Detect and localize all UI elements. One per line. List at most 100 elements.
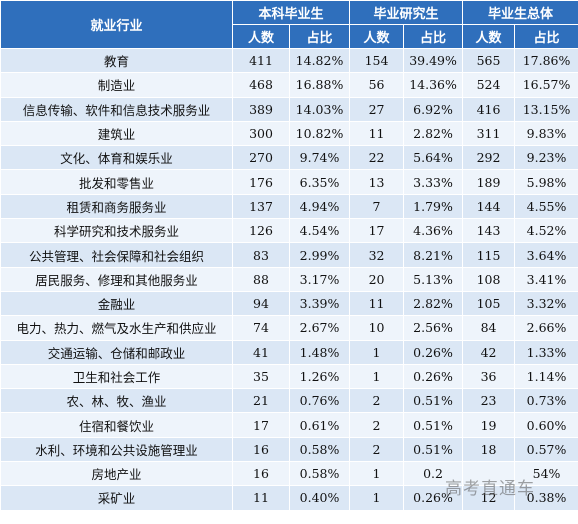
postgrad-count-cell: 10 xyxy=(349,315,405,341)
overall-share-cell: 16.57% xyxy=(514,72,578,98)
undergrad-share-cell: 1.48% xyxy=(288,339,351,365)
table-row: 科学研究和技术服务业 126 4.54% 17 4.36% 143 4.52% xyxy=(0,218,578,244)
undergrad-count-cell: 88 xyxy=(232,266,290,292)
undergrad-count-cell: 17 xyxy=(232,412,290,438)
undergrad-count-cell: 94 xyxy=(232,290,290,317)
industry-name: 文化、体育和娱乐业 xyxy=(0,145,233,171)
overall-share-cell: 3.32% xyxy=(514,290,578,317)
postgrad-share-cell: 4.36% xyxy=(403,218,464,244)
table-row: 金融业 94 3.39% 11 2.82% 105 3.32% xyxy=(0,290,578,317)
undergrad-count-cell: 74 xyxy=(232,315,290,341)
overall-count-cell: 311 xyxy=(462,120,516,147)
overall-share-cell: 0.57% xyxy=(514,436,578,463)
postgrad-share-cell: 0.26% xyxy=(403,363,464,390)
table-row: 居民服务、修理和其他服务业 88 3.17% 20 5.13% 108 3.41% xyxy=(0,266,578,292)
table-row: 住宿和餐饮业 17 0.61% 2 0.51% 19 0.60% xyxy=(0,412,578,438)
industry-name: 住宿和餐饮业 xyxy=(0,412,233,438)
postgrad-share-cell: 0.51% xyxy=(403,388,464,414)
table-row: 批发和零售业 176 6.35% 13 3.33% 189 5.98% xyxy=(0,169,578,195)
overall-share-cell: 5.98% xyxy=(514,169,578,195)
postgrad-share-cell: 0.26% xyxy=(403,339,464,365)
postgrad-count-cell: 11 xyxy=(349,120,405,147)
undergrad-share-cell: 0.58% xyxy=(288,461,351,487)
overall-count-cell: 19 xyxy=(462,412,516,438)
overall-count-cell: 189 xyxy=(462,169,516,195)
postgrad-share-cell: 2.82% xyxy=(403,290,464,317)
overall-share-cell: 0.60% xyxy=(514,412,578,438)
postgrad-count-cell: 2 xyxy=(349,436,405,463)
undergrad-count-cell: 468 xyxy=(232,72,290,98)
overall-share-cell: 9.23% xyxy=(514,145,578,171)
table-row: 农、林、牧、渔业 21 0.76% 2 0.51% 23 0.73% xyxy=(0,388,578,414)
undergrad-share-cell: 3.39% xyxy=(288,290,351,317)
overall-share-cell: 1.14% xyxy=(514,363,578,390)
overall-share-cell: 9.83% xyxy=(514,120,578,147)
undergrad-share-cell: 3.17% xyxy=(288,266,351,292)
postgrad-count-cell: 1 xyxy=(349,363,405,390)
undergrad-share-cell: 4.94% xyxy=(288,193,351,220)
postgrad-share-cell: 2.56% xyxy=(403,315,464,341)
undergrad-share-cell: 0.61% xyxy=(288,412,351,438)
industry-header: 就业行业 xyxy=(0,0,233,49)
industry-name: 信息传输、软件和信息技术服务业 xyxy=(0,96,233,122)
overall-count-cell: 18 xyxy=(462,436,516,463)
postgrad-count-cell: 1 xyxy=(349,461,405,487)
postgrad-share-cell: 6.92% xyxy=(403,96,464,122)
overall-share-cell: 0.38% xyxy=(514,485,578,511)
undergrad-header: 本科毕业生 xyxy=(231,0,351,25)
industry-name: 农、林、牧、渔业 xyxy=(0,388,233,414)
industry-name: 采矿业 xyxy=(0,485,233,511)
postgrad-count-cell: 20 xyxy=(349,266,405,292)
postgrad-share-cell: 3.33% xyxy=(403,169,464,195)
undergrad-share-cell: 9.74% xyxy=(288,145,351,171)
postgrad-share-cell: 1.79% xyxy=(403,193,464,220)
industry-name: 电力、热力、燃气及水生产和供应业 xyxy=(0,315,233,341)
undergrad-count-cell: 16 xyxy=(232,461,290,487)
postgrad-share-cell: 5.13% xyxy=(403,266,464,292)
undergrad-share-cell: 4.54% xyxy=(288,218,351,244)
overall-count-cell: 108 xyxy=(462,266,516,292)
industry-name: 卫生和社会工作 xyxy=(0,363,233,390)
overall-count-cell: 84 xyxy=(462,315,516,341)
overall-count-cell: 524 xyxy=(462,72,516,98)
table-row: 卫生和社会工作 35 1.26% 1 0.26% 36 1.14% xyxy=(0,363,578,390)
undergrad-count-cell: 35 xyxy=(232,363,290,390)
postgrad-header: 毕业研究生 xyxy=(349,0,464,25)
overall-count-cell: 115 xyxy=(462,242,516,268)
undergrad-count-cell: 137 xyxy=(232,193,290,220)
undergrad-share-cell: 2.67% xyxy=(288,315,351,341)
undergrad-share-cell: 10.82% xyxy=(288,120,351,147)
postgrad-count-cell: 2 xyxy=(349,388,405,414)
overall-count-cell: 12 xyxy=(462,485,516,511)
undergrad-share-cell: 0.40% xyxy=(288,485,351,511)
overall-share-cell: 1.33% xyxy=(514,339,578,365)
industry-name: 科学研究和技术服务业 xyxy=(0,218,233,244)
undergrad-count-cell: 270 xyxy=(232,145,290,171)
overall-count-cell: 42 xyxy=(462,339,516,365)
postgrad-count-cell: 56 xyxy=(349,72,405,98)
overall-count-cell xyxy=(462,461,516,487)
overall-share-cell: 3.41% xyxy=(514,266,578,292)
postgrad-share-header: 占比 xyxy=(403,24,464,49)
postgrad-share-cell: 39.49% xyxy=(403,47,464,74)
industry-name: 房地产业 xyxy=(0,461,233,487)
undergrad-count-cell: 16 xyxy=(232,436,290,463)
table-row: 文化、体育和娱乐业 270 9.74% 22 5.64% 292 9.23% xyxy=(0,145,578,171)
table-row: 交通运输、仓储和邮政业 41 1.48% 1 0.26% 42 1.33% xyxy=(0,339,578,365)
table-row: 教育 411 14.82% 154 39.49% 565 17.86% xyxy=(0,47,578,74)
overall-count-cell: 143 xyxy=(462,218,516,244)
table-row: 信息传输、软件和信息技术服务业 389 14.03% 27 6.92% 416 13.15% xyxy=(0,96,578,122)
undergrad-count-cell: 21 xyxy=(232,388,290,414)
postgrad-count-cell: 22 xyxy=(349,145,405,171)
postgrad-count-cell: 2 xyxy=(349,412,405,438)
employment-industry-table: 就业行业 本科毕业生 毕业研究生 毕业生总体 人数 占比 人数 占比 人数 占比… xyxy=(0,0,578,511)
postgrad-share-cell: 0.51% xyxy=(403,436,464,463)
postgrad-count-cell: 7 xyxy=(349,193,405,220)
table-row: 制造业 468 16.88% 56 14.36% 524 16.57% xyxy=(0,72,578,98)
table-row: 租赁和商务服务业 137 4.94% 7 1.79% 144 4.55% xyxy=(0,193,578,220)
undergrad-share-cell: 14.82% xyxy=(288,47,351,74)
industry-name: 批发和零售业 xyxy=(0,169,233,195)
postgrad-share-cell: 14.36% xyxy=(403,72,464,98)
undergrad-share-cell: 14.03% xyxy=(288,96,351,122)
table-body: 教育 411 14.82% 154 39.49% 565 17.86% 制造业 468 16.88… xyxy=(0,47,578,511)
